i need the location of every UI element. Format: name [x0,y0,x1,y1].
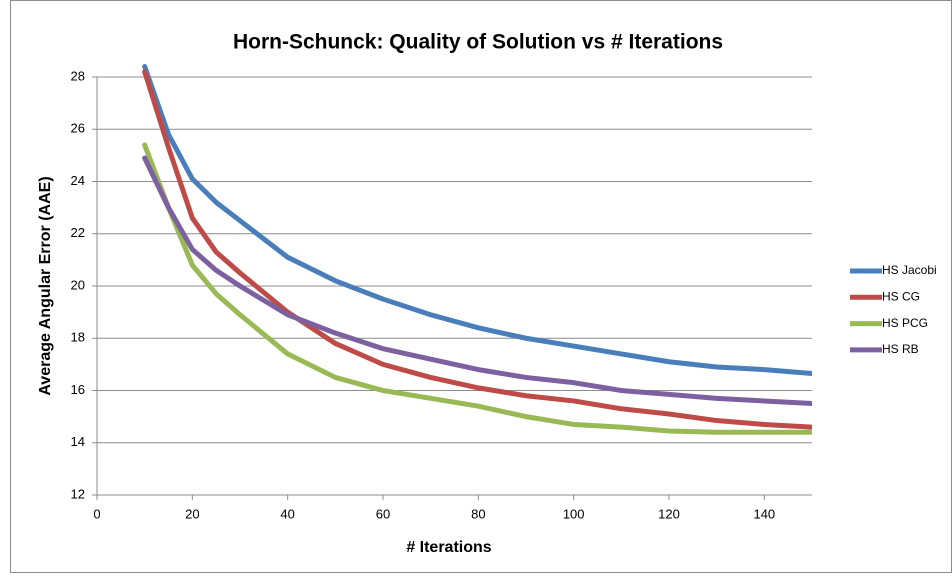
legend-label: HS CG [882,289,920,303]
y-tick-label: 22 [71,225,85,240]
x-tick-label: 60 [376,506,390,521]
legend-label: HS RB [882,342,919,356]
legend-label: HS PCG [882,316,928,330]
y-tick-label: 28 [71,68,85,83]
line-series [142,142,812,435]
x-tick-label: 20 [185,506,199,521]
x-tick-label: 80 [471,506,485,521]
x-tick-label: 40 [280,506,294,521]
series-group [142,64,812,435]
legend-label: HS Jacobi [882,263,937,277]
x-tick-label: 140 [753,506,775,521]
y-tick-label: 16 [71,382,85,397]
line-series [142,155,812,407]
y-tick-label: 24 [71,173,85,188]
y-tick-label: 12 [71,486,85,501]
line-series [142,64,812,377]
x-tick-label: 0 [93,506,100,521]
y-tick-label: 18 [71,330,85,345]
y-tick-label: 26 [71,121,85,136]
chart-title: Horn-Schunck: Quality of Solution vs # I… [233,31,723,54]
y-tick-label: 14 [71,434,85,449]
y-axis-label: Average Angular Error (AAE) [37,176,54,395]
x-tick-label: 120 [658,506,680,521]
line-series [142,69,812,430]
y-tick-label: 20 [71,277,85,292]
x-tick-label: 100 [563,506,585,521]
x-axis-label: # Iterations [406,539,491,556]
